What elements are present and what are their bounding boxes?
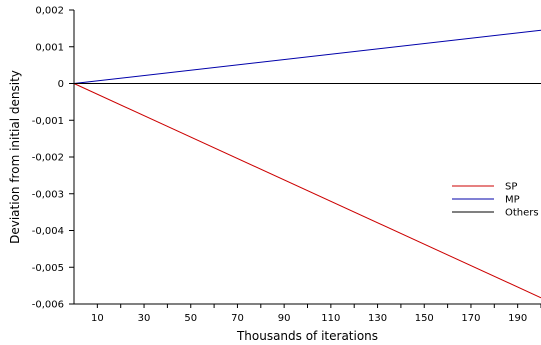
x-tick-label: 10 [91, 313, 104, 324]
series-line-sp [73, 83, 541, 299]
y-tick-label: -0,001 [32, 116, 64, 127]
legend-item-others: Others [452, 208, 539, 219]
x-tick-label: 110 [321, 313, 340, 324]
y-tick-label: 0 [58, 79, 64, 90]
y-axis-title: Deviation from initial density [8, 70, 22, 244]
legend-item-sp: SP [452, 182, 517, 193]
y-tick-label: 0,001 [35, 42, 64, 53]
x-tick-label: 190 [508, 313, 527, 324]
axes-layer [73, 10, 541, 305]
legend-label: SP [505, 182, 517, 193]
legend-label: Others [505, 208, 539, 219]
series-line-mp [73, 29, 541, 84]
series-layer [73, 29, 541, 299]
x-tick-label: 90 [278, 313, 291, 324]
y-tick-label: -0,005 [32, 263, 64, 274]
x-tick-label: 30 [138, 313, 151, 324]
x-tick-label: 170 [461, 313, 480, 324]
y-tick-label: -0,002 [32, 153, 64, 164]
x-tick-label: 50 [184, 313, 197, 324]
ticks-layer: 0,002 0,001 0 -0,001 -0,002 -0,003 -0,004 -0,00… [32, 6, 541, 324]
legend-item-mp: MP [452, 195, 520, 206]
legend-label: MP [505, 195, 520, 206]
legend: SP MP Others [452, 182, 539, 219]
x-axis-title: Thousands of iterations [236, 329, 378, 343]
y-tick-label: -0,004 [32, 226, 64, 237]
x-tick-label: 150 [415, 313, 434, 324]
x-tick-label: 70 [231, 313, 244, 324]
y-tick-label: -0,003 [32, 189, 64, 200]
y-tick-label: 0,002 [35, 6, 64, 17]
y-tick-label: -0,006 [32, 300, 64, 311]
x-tick-label: 130 [368, 313, 387, 324]
